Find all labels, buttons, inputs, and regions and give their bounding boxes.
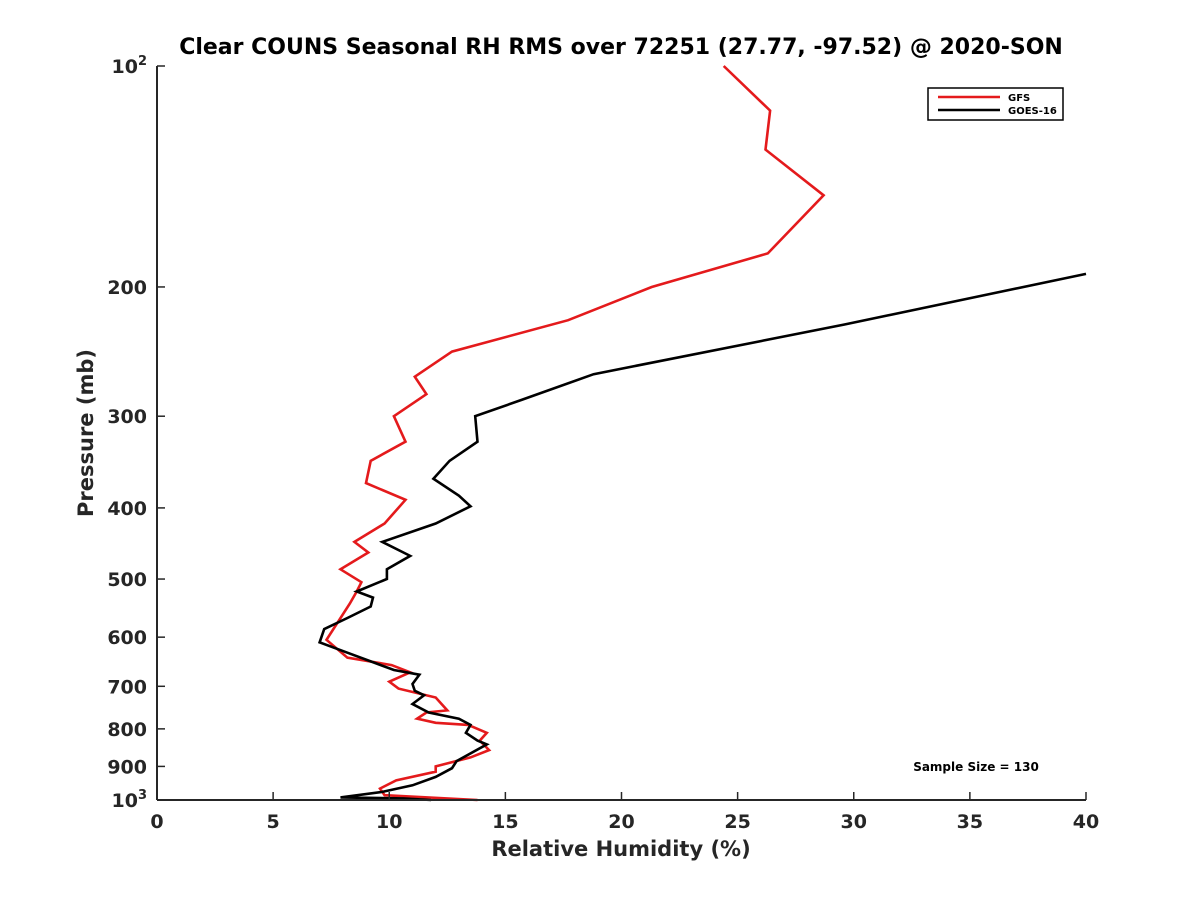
x-tick-label: 20 bbox=[608, 811, 634, 833]
series-line-goes-16 bbox=[317, 272, 1087, 802]
chart-title: Clear COUNS Seasonal RH RMS over 72251 (… bbox=[179, 35, 1063, 60]
x-axis-ticks: 0 5 10 15 20 25 30 35 40 bbox=[150, 792, 1099, 833]
y-tick-label: 600 bbox=[107, 627, 147, 649]
y-axis-title: Pressure (mb) bbox=[74, 349, 98, 517]
y-tick-label: 500 bbox=[107, 569, 147, 591]
plot-lines bbox=[317, 65, 1087, 802]
y-tick-label: 300 bbox=[107, 406, 147, 428]
y-tick-label: 103 bbox=[112, 788, 148, 812]
y-tick-label: 102 bbox=[112, 54, 148, 78]
x-tick-label: 40 bbox=[1073, 811, 1099, 833]
x-tick-label: 0 bbox=[150, 811, 163, 833]
x-tick-label: 35 bbox=[957, 811, 983, 833]
y-axis-ticks: 102 200 300 400 500 600 700 800 900 103 bbox=[107, 54, 165, 812]
y-tick-label: 200 bbox=[107, 277, 147, 299]
x-tick-label: 10 bbox=[376, 811, 402, 833]
x-axis-title: Relative Humidity (%) bbox=[491, 837, 750, 861]
legend: GFS GOES-16 bbox=[927, 87, 1064, 121]
y-tick-label: 400 bbox=[107, 498, 147, 520]
legend-label-gfs: GFS bbox=[1008, 93, 1030, 104]
legend-box bbox=[927, 87, 1064, 121]
y-tick-label: 800 bbox=[107, 719, 147, 741]
sample-size-annotation: Sample Size = 130 bbox=[913, 760, 1039, 774]
y-tick-label: 900 bbox=[107, 756, 147, 778]
legend-label-goes16: GOES-16 bbox=[1008, 106, 1057, 117]
x-tick-label: 30 bbox=[841, 811, 867, 833]
x-tick-label: 15 bbox=[492, 811, 518, 833]
series-line-gfs bbox=[324, 65, 826, 802]
x-tick-label: 5 bbox=[267, 811, 280, 833]
y-tick-label: 700 bbox=[107, 676, 147, 698]
x-tick-label: 25 bbox=[724, 811, 750, 833]
